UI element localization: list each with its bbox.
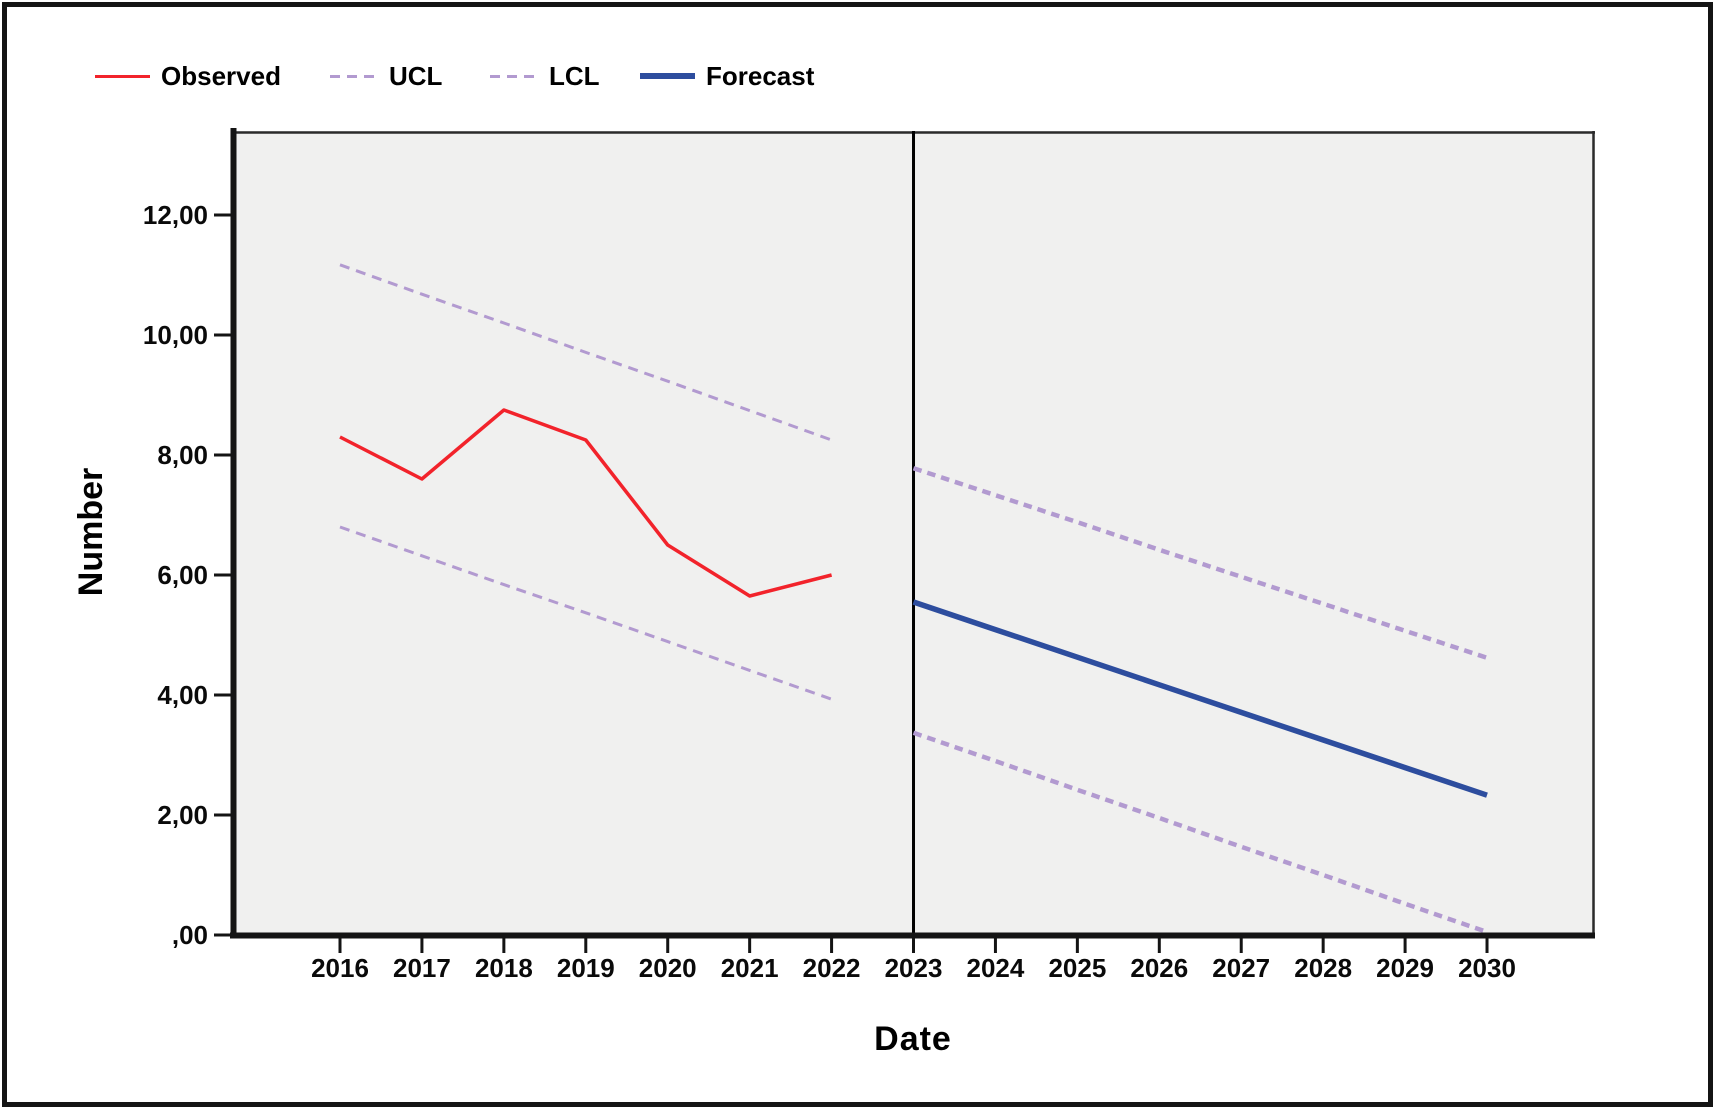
lcl-line-swatch xyxy=(490,74,538,78)
ucl-line-swatch xyxy=(330,74,378,78)
forecast-line-swatch xyxy=(640,73,695,79)
x-tick-label: 2024 xyxy=(966,953,1025,983)
x-tick-label: 2025 xyxy=(1048,953,1107,983)
x-tick-label: 2016 xyxy=(311,953,369,983)
observed-line-swatch xyxy=(95,74,150,78)
x-tick-label: 2026 xyxy=(1130,953,1189,983)
legend-item-ucl: UCL xyxy=(330,60,442,92)
x-tick-label: 2018 xyxy=(474,953,533,983)
x-tick-label: 2020 xyxy=(638,953,697,983)
x-tick-label: 2023 xyxy=(884,953,943,983)
legend-label-forecast: Forecast xyxy=(706,61,815,91)
x-tick-label: 2029 xyxy=(1376,953,1434,983)
x-tick-label: 2030 xyxy=(1458,953,1516,983)
x-tick-label: 2027 xyxy=(1212,953,1271,983)
y-tick-label: ,00 xyxy=(171,920,208,950)
y-tick-label: 12,00 xyxy=(142,200,208,230)
x-tick-label: 2017 xyxy=(393,953,451,983)
x-tick-label: 2022 xyxy=(802,953,861,983)
x-tick-label: 2021 xyxy=(720,953,779,983)
y-tick-label: 8,00 xyxy=(157,440,208,470)
legend-item-forecast: Forecast xyxy=(640,60,814,92)
legend-label-observed: Observed xyxy=(161,61,281,91)
x-axis-title: Date xyxy=(874,1020,952,1058)
series-forecast-line xyxy=(912,599,1488,798)
y-tick-label: 10,00 xyxy=(142,320,208,350)
legend-label-lcl: LCL xyxy=(549,61,600,91)
x-tick-label: 2028 xyxy=(1294,953,1353,983)
series-lcl_fit-line xyxy=(339,525,833,701)
y-tick-label: 6,00 xyxy=(157,560,208,590)
legend-item-lcl: LCL xyxy=(490,60,600,92)
y-tick-label: 4,00 xyxy=(157,680,208,710)
legend-item-observed: Observed xyxy=(95,60,281,92)
legend-label-ucl: UCL xyxy=(389,61,443,91)
legend: Observed UCL LCL Forecast xyxy=(0,0,1715,110)
series-ucl_fit-line xyxy=(339,263,833,442)
series-observed-line xyxy=(339,408,833,598)
x-tick-label: 2019 xyxy=(556,953,615,983)
y-tick-label: 2,00 xyxy=(157,800,208,830)
